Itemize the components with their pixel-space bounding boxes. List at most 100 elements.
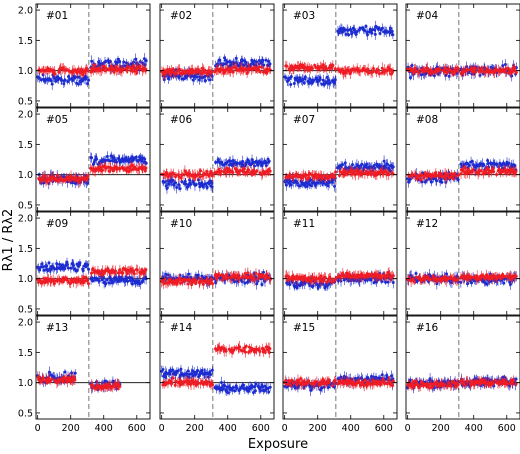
- blue-series-point: [311, 284, 315, 288]
- blue-series-point: [78, 263, 82, 267]
- y-tick-label: 1.0: [18, 274, 33, 285]
- blue-series-point: [343, 161, 347, 165]
- red-series-point: [418, 178, 422, 182]
- red-series-point: [90, 271, 94, 275]
- red-series-point: [52, 282, 56, 286]
- panel-label: #07: [293, 114, 315, 126]
- blue-series-point: [108, 59, 112, 63]
- red-series-point: [474, 70, 478, 74]
- red-series-point: [268, 68, 272, 72]
- blue-series-point: [340, 30, 344, 34]
- blue-series-point: [46, 269, 50, 273]
- red-series-point: [194, 279, 198, 283]
- blue-series-point: [105, 278, 109, 282]
- red-series-point: [132, 272, 136, 276]
- red-series-point: [205, 277, 209, 281]
- blue-series-point: [220, 160, 224, 164]
- blue-series-point: [365, 278, 369, 282]
- red-series-point: [459, 172, 463, 176]
- panel-label: #03: [293, 10, 315, 22]
- red-series-point: [199, 169, 203, 173]
- blue-series-point: [385, 162, 389, 166]
- blue-series-point: [410, 64, 414, 68]
- blue-series-point: [189, 182, 193, 186]
- red-series-point: [320, 177, 324, 181]
- red-series-point: [121, 67, 125, 71]
- red-series-point: [438, 68, 442, 72]
- red-series-point: [210, 174, 214, 178]
- blue-series-point: [216, 158, 220, 162]
- blue-series-point: [262, 270, 266, 274]
- blue-series-point: [386, 280, 390, 284]
- blue-series-point: [130, 282, 134, 286]
- red-series-point: [118, 268, 122, 272]
- blue-series-point: [260, 283, 264, 287]
- red-series-point: [332, 175, 336, 179]
- blue-series-point: [90, 156, 94, 160]
- red-series-point: [246, 271, 250, 275]
- red-series-point: [387, 173, 391, 177]
- panel-frame: [282, 3, 398, 108]
- red-series-point: [514, 71, 518, 75]
- blue-series-point: [77, 75, 81, 79]
- blue-series-point: [482, 162, 486, 166]
- red-series-point: [377, 72, 381, 76]
- panel-label: #08: [416, 114, 438, 126]
- blue-series-point: [222, 62, 226, 66]
- blue-series-point: [333, 184, 337, 188]
- blue-series-point: [373, 166, 377, 170]
- blue-series-point: [178, 187, 182, 191]
- panel-frame: [35, 107, 151, 212]
- blue-series-point: [163, 180, 167, 184]
- red-series-point: [413, 66, 417, 70]
- red-series-point: [479, 169, 483, 173]
- red-series-point: [480, 66, 484, 70]
- blue-series-point: [58, 263, 62, 267]
- panel-frame: [35, 3, 151, 108]
- blue-series-point: [292, 81, 296, 85]
- red-series-point: [171, 67, 175, 71]
- red-series-point: [223, 168, 227, 172]
- blue-series-point: [95, 157, 99, 161]
- red-series-point: [144, 268, 148, 272]
- red-series-point: [118, 167, 122, 171]
- red-series-point: [285, 64, 289, 68]
- red-series-point: [463, 165, 467, 169]
- red-series-point: [162, 277, 166, 281]
- red-series-point: [114, 269, 118, 273]
- blue-series-point: [126, 279, 130, 283]
- blue-series-point: [134, 155, 138, 159]
- red-series-point: [308, 171, 312, 175]
- blue-series-point: [38, 268, 42, 272]
- red-series-point: [76, 180, 80, 184]
- blue-series-point: [74, 75, 78, 79]
- blue-series-point: [166, 77, 170, 81]
- blue-series-point: [241, 160, 245, 164]
- red-series-point: [268, 169, 272, 173]
- red-series-point: [100, 168, 104, 172]
- red-series-point: [456, 69, 460, 73]
- panel-plot-area: [406, 4, 520, 107]
- panel: #04: [405, 3, 520, 108]
- red-series-point: [97, 168, 101, 172]
- panel-label: #02: [170, 10, 192, 22]
- blue-series-point: [358, 279, 362, 283]
- blue-series-point: [245, 280, 249, 284]
- panel: #05 0.5 1.0 1.5 2.0: [18, 107, 151, 212]
- red-series-point: [260, 65, 264, 69]
- panel-frame: [35, 211, 151, 316]
- blue-series-point: [408, 177, 412, 181]
- blue-series-point: [467, 163, 471, 167]
- red-series-point: [231, 171, 235, 175]
- blue-series-point: [408, 76, 412, 80]
- blue-series-point: [318, 77, 322, 81]
- red-series-point: [255, 169, 259, 173]
- panel: #08: [405, 107, 520, 212]
- blue-series-point: [107, 281, 111, 285]
- blue-series-point: [60, 78, 64, 82]
- blue-series-point: [104, 60, 108, 64]
- blue-series-point: [377, 26, 381, 30]
- blue-series-point: [91, 279, 95, 283]
- blue-series-point: [87, 78, 91, 82]
